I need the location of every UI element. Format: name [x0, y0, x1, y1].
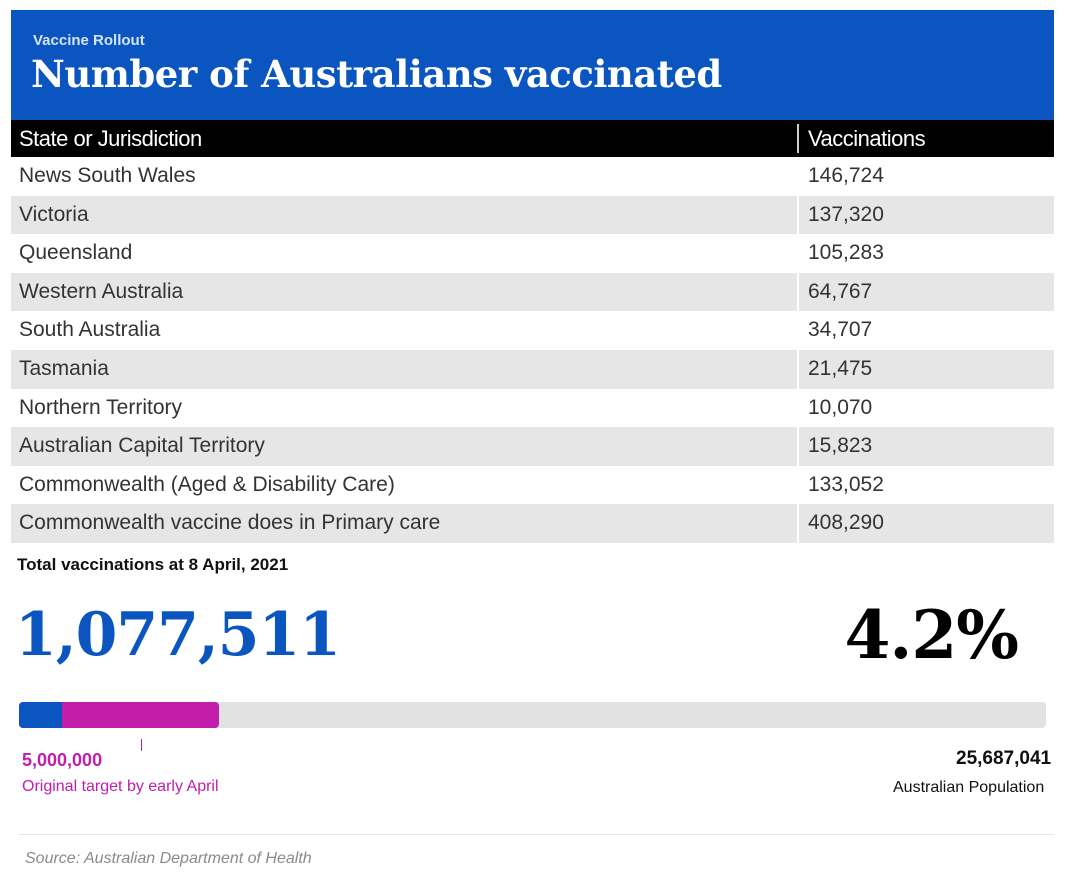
total-label: Total vaccinations at 8 April, 2021 [17, 555, 289, 574]
table-body: News South Wales 146,724 Victoria 137,320 Qu… [11, 157, 1054, 543]
cell-divider [797, 157, 799, 196]
cell-state: Western Australia [19, 279, 184, 303]
target-label: Original target by early April [22, 778, 219, 795]
cell-vaccinations: 408,290 [808, 511, 884, 535]
table-row: Commonwealth (Aged & Disability Care) 133… [11, 465, 1054, 505]
table-row: Northern Territory 10,070 [11, 388, 1054, 428]
cell-state: Queensland [19, 241, 133, 265]
cell-divider [797, 311, 799, 350]
cell-vaccinations: 15,823 [808, 434, 873, 458]
table-row: News South Wales 146,724 [11, 157, 1054, 196]
cell-state: Tasmania [19, 356, 109, 380]
table-row: Victoria 137,320 [11, 195, 1054, 235]
cell-state: Commonwealth (Aged & Disability Care) [19, 472, 395, 496]
table-row: Western Australia 64,767 [11, 272, 1054, 312]
cell-divider [797, 388, 799, 428]
cell-divider [797, 465, 799, 505]
total-value: 1,077,511 [15, 600, 341, 670]
cell-vaccinations: 10,070 [808, 395, 873, 419]
cell-state: Victoria [19, 202, 89, 226]
cell-state: Northern Territory [19, 395, 182, 419]
cell-vaccinations: 64,767 [808, 279, 873, 303]
cell-divider [797, 234, 799, 273]
cell-vaccinations: 34,707 [808, 318, 873, 342]
cell-vaccinations: 146,724 [808, 164, 884, 187]
cell-state: Commonwealth vaccine does in Primary car… [19, 511, 441, 535]
footer-divider [19, 834, 1054, 835]
population-value: 25,687,041 [956, 748, 1052, 769]
target-value: 5,000,000 [22, 750, 103, 770]
chart-kicker: Vaccine Rollout [33, 32, 145, 49]
chart-header: Vaccine Rollout Number of Australians va… [11, 10, 1054, 120]
column-header-vaccinations: Vaccinations [808, 126, 926, 151]
cell-divider [797, 272, 799, 312]
table-row: Queensland 105,283 [11, 234, 1054, 273]
population-label: Australian Population [893, 779, 1045, 796]
cell-vaccinations: 21,475 [808, 356, 873, 380]
chart-title: Number of Australians vaccinated [31, 52, 722, 96]
target-tick [141, 739, 142, 751]
source-note: Source: Australian Department of Health [25, 850, 312, 867]
cell-divider [797, 427, 799, 466]
cell-state: Australian Capital Territory [19, 434, 265, 458]
cell-state: South Australia [19, 318, 161, 342]
cell-divider [797, 504, 799, 543]
percent-vaccinated: 4.2% [844, 596, 1019, 674]
progress-track [19, 702, 1046, 728]
table-row: South Australia 34,707 [11, 311, 1054, 350]
column-divider [797, 124, 799, 153]
cell-vaccinations: 137,320 [808, 202, 884, 226]
table-header-row: State or Jurisdiction Vaccinations [11, 120, 1054, 157]
cell-divider [797, 349, 799, 389]
table-row: Commonwealth vaccine does in Primary car… [11, 504, 1054, 543]
vaccination-table: State or Jurisdiction Vaccinations News … [11, 120, 1054, 543]
cell-vaccinations: 133,052 [808, 472, 884, 496]
progress-actual-fill [19, 702, 62, 728]
table-row: Australian Capital Territory 15,823 [11, 427, 1054, 466]
cell-divider [797, 195, 799, 235]
population-annotation: 25,687,041 Australian Population [860, 745, 1054, 805]
cell-state: News South Wales [19, 164, 196, 187]
column-header-state: State or Jurisdiction [19, 126, 202, 151]
table-row: Tasmania 21,475 [11, 349, 1054, 389]
cell-vaccinations: 105,283 [808, 241, 884, 265]
